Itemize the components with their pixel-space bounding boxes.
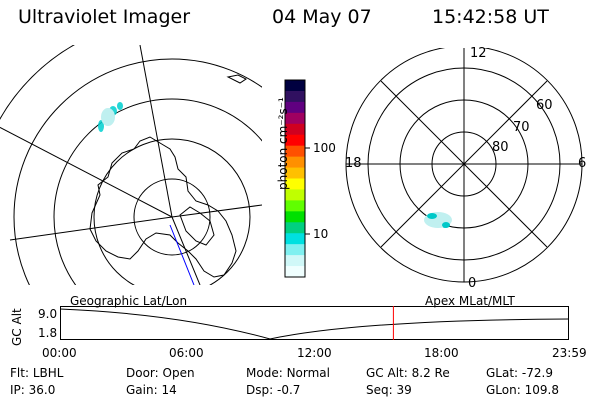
xtick-2359: 23:59 <box>552 346 587 360</box>
colorbar-stripe <box>285 211 305 223</box>
xtick-0000: 00:00 <box>42 346 77 360</box>
info-glon: GLon: 109.8 <box>486 383 559 397</box>
altitude-curve <box>60 308 570 340</box>
date-label: 04 May 07 <box>272 6 372 28</box>
geographic-image-panel <box>0 45 262 285</box>
colorbar-stripe <box>285 222 305 234</box>
timeline-ymax: 9.0 <box>38 307 58 321</box>
colorbar-stripe <box>285 244 305 256</box>
mlt-label-0: 0 <box>468 276 477 291</box>
mlat-label-60: 60 <box>536 98 553 113</box>
timeline-ylabel: GC Alt <box>10 308 24 346</box>
info-ip: IP: 36.0 <box>10 383 56 397</box>
info-gc-alt: GC Alt: 8.2 Re <box>366 366 450 380</box>
colorbar-unit-label: photon cm⁻²s⁻¹ <box>276 97 290 190</box>
mlt-label-12: 12 <box>470 46 487 61</box>
colorbar-tick-10: 10 <box>313 227 329 241</box>
colorbar-stripe <box>285 255 305 267</box>
colorbar-stripe <box>285 266 305 278</box>
apex-panel-title: Apex MLat/MLT <box>425 294 515 308</box>
polar-grid-panel <box>345 48 583 283</box>
mlt-label-18: 18 <box>345 156 362 171</box>
info-mode: Mode: Normal <box>246 366 330 380</box>
colorbar-stripe <box>285 80 305 92</box>
xtick-1200: 12:00 <box>297 346 332 360</box>
time-label: 15:42:58 UT <box>432 6 549 28</box>
geographic-panel-title: Geographic Lat/Lon <box>70 294 188 308</box>
color-scale-bar <box>284 79 310 278</box>
info-flt: Flt: LBHL <box>10 366 64 380</box>
colorbar-stripe <box>285 200 305 212</box>
info-gain: Gain: 14 <box>126 383 177 397</box>
xtick-1800: 18:00 <box>424 346 459 360</box>
colorbar-stripe <box>285 101 305 114</box>
colorbar-tick-100: 100 <box>313 141 336 155</box>
info-door: Door: Open <box>126 366 195 380</box>
colorbar-stripe <box>285 134 305 147</box>
info-glat: GLat: -72.9 <box>486 366 553 380</box>
mlat-label-80: 80 <box>492 140 509 155</box>
colorbar-stripe <box>285 167 305 179</box>
altitude-timeline-plot <box>60 306 570 340</box>
colorbar-stripe <box>285 90 305 103</box>
info-seq: Seq: 39 <box>366 383 412 397</box>
colorbar-stripe <box>285 233 305 245</box>
colorbar-stripe <box>285 145 305 158</box>
xtick-0600: 06:00 <box>169 346 204 360</box>
info-dsp: Dsp: -0.7 <box>246 383 301 397</box>
colorbar-stripe <box>285 112 305 125</box>
colorbar-stripe <box>285 178 305 190</box>
colorbar-stripe <box>285 189 305 201</box>
timeline-ymin: 1.8 <box>38 326 58 340</box>
instrument-title: Ultraviolet Imager <box>18 6 191 28</box>
mlat-label-70: 70 <box>513 120 530 135</box>
mlt-label-6: 6 <box>578 156 587 171</box>
colorbar-stripe <box>285 156 305 169</box>
colorbar-stripe <box>285 123 305 136</box>
